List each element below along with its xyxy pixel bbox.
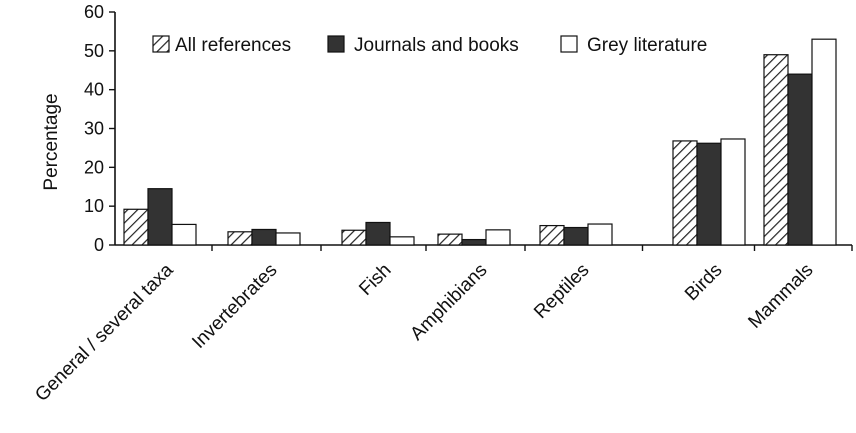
y-tick-label: 20	[84, 157, 104, 177]
category-label: Mammals	[744, 260, 817, 333]
bar-hatched	[227, 231, 253, 246]
y-axis-title: Percentage	[41, 93, 62, 190]
bar-solid	[787, 73, 813, 246]
category-labels: General / several taxa Invertebrates Fish A…	[31, 259, 817, 406]
bar-outline	[389, 236, 415, 246]
legend-swatch-outline	[560, 35, 578, 53]
category-label: Birds	[681, 260, 726, 305]
category-label: Reptiles	[530, 260, 593, 323]
legend-label: Grey literature	[587, 35, 707, 56]
bar-hatched	[763, 54, 789, 246]
bar-hatched	[539, 224, 565, 246]
bar-outline	[720, 138, 746, 246]
category-label: General / several taxa	[31, 259, 178, 406]
y-tick-label: 10	[84, 196, 104, 216]
bar-hatched	[437, 233, 463, 246]
legend-swatch-hatched	[152, 35, 170, 53]
legend-swatch-solid	[327, 35, 345, 53]
legend-label: Journals and books	[354, 35, 519, 56]
bar-solid	[251, 228, 277, 246]
bar-outline	[811, 38, 837, 246]
bar-solid	[147, 188, 173, 246]
y-tick-label: 60	[84, 2, 104, 22]
y-tick-label: 0	[94, 235, 104, 255]
bar-solid	[365, 221, 391, 246]
bar-hatched	[672, 140, 698, 246]
category-label: Amphibians	[406, 260, 491, 345]
plot-area: 0 10 20 30 40 50 60	[84, 2, 853, 255]
y-tick-label: 30	[84, 119, 104, 139]
category-label: Fish	[355, 260, 395, 300]
bar-outline	[587, 223, 613, 246]
bar-solid	[461, 238, 487, 246]
bar-solid	[563, 226, 589, 246]
bar-hatched	[123, 208, 149, 246]
y-tick-label: 50	[84, 41, 104, 61]
bar-outline	[485, 229, 511, 246]
bar-outline	[275, 232, 301, 246]
bar-solid	[696, 142, 722, 246]
y-tick-label: 40	[84, 80, 104, 100]
legend-label: All references	[175, 35, 291, 56]
bar-outline	[171, 223, 197, 246]
category-label: Invertebrates	[188, 260, 281, 353]
legend: All references Journals and books Grey lit…	[152, 35, 707, 56]
bar-hatched	[341, 229, 367, 246]
